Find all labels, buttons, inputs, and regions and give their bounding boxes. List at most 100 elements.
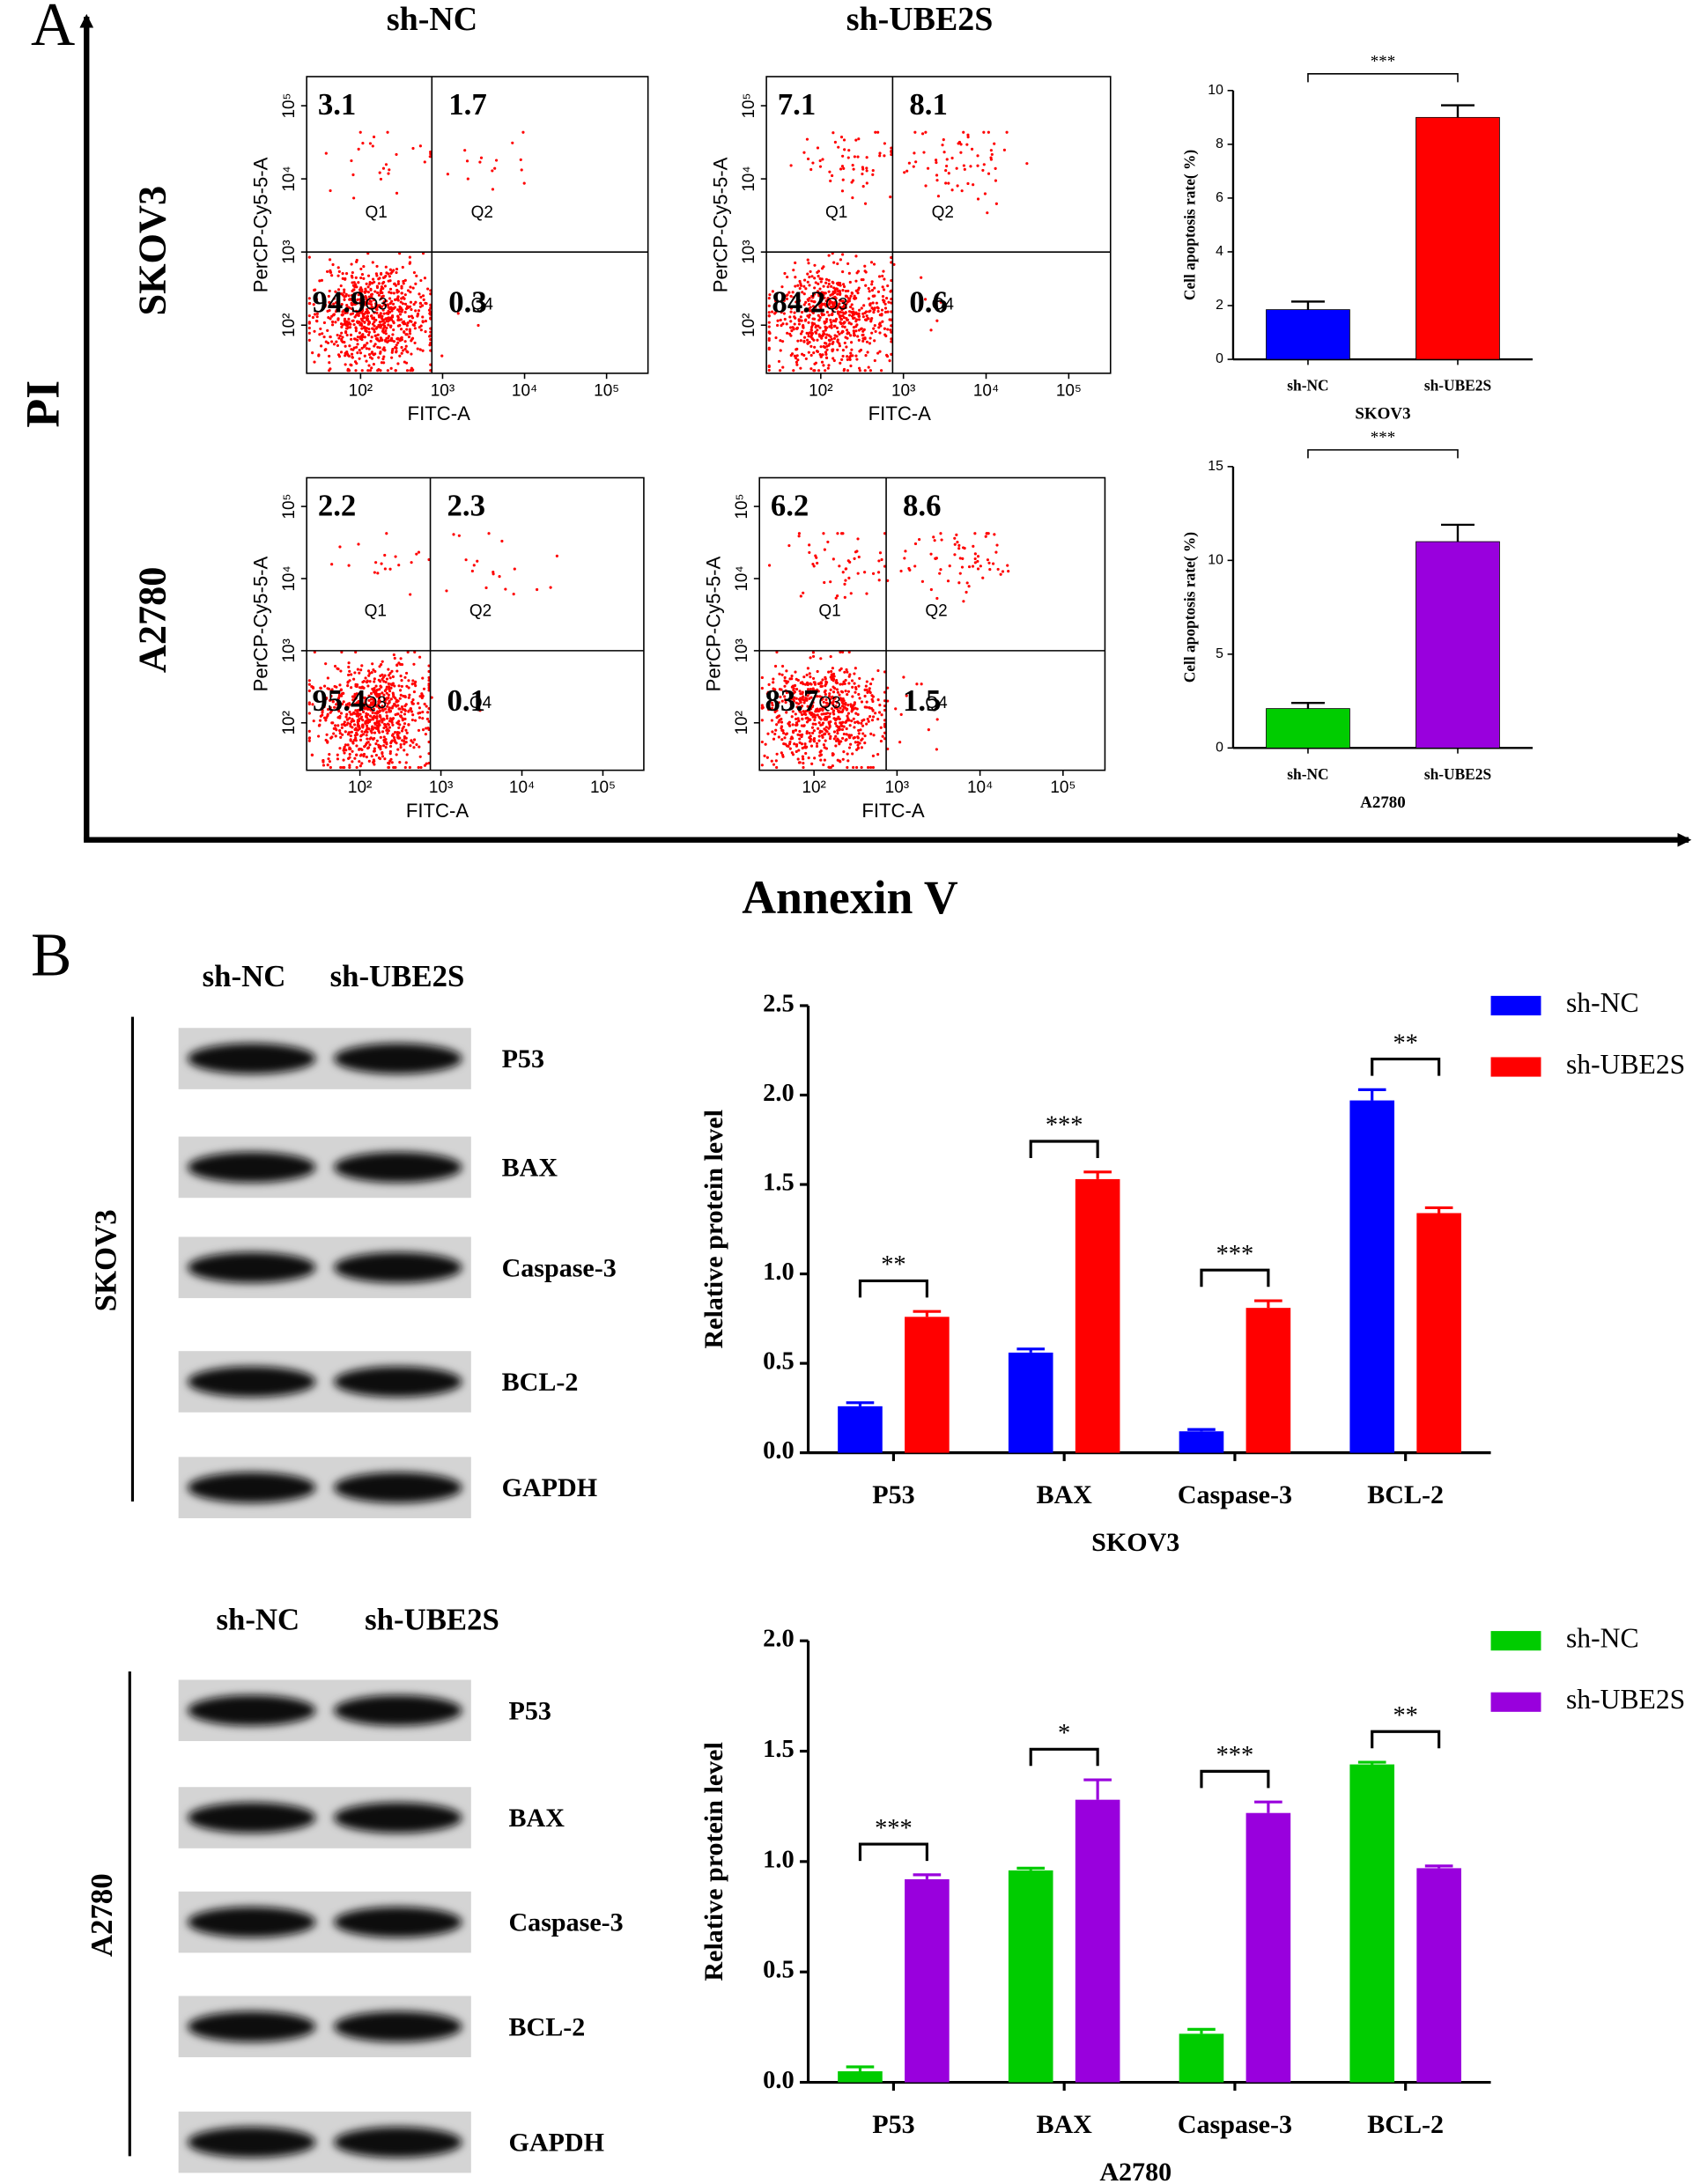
event-dot (807, 315, 810, 319)
event-dot (806, 681, 809, 684)
event-dot (418, 706, 422, 710)
event-dot (842, 312, 846, 315)
event-dot (817, 269, 820, 273)
event-dot (341, 765, 345, 770)
event-dot (421, 294, 425, 298)
event-dot (366, 291, 370, 294)
event-dot (395, 669, 399, 673)
event-dot (331, 320, 335, 324)
event-dot (831, 696, 834, 699)
event-dot (828, 302, 832, 306)
y-tick-label: 10³ (740, 240, 758, 263)
event-dot (832, 336, 837, 340)
event-dot (827, 727, 831, 730)
event-dot (846, 759, 850, 763)
event-dot (962, 600, 965, 603)
event-dot (781, 340, 785, 343)
event-dot (345, 333, 349, 337)
event-dot (330, 340, 334, 343)
event-dot (834, 297, 838, 300)
event-dot (348, 764, 351, 767)
quadrant-value: 7.1 (778, 87, 816, 122)
event-dot (328, 361, 331, 365)
event-dot (384, 304, 388, 307)
event-dot (820, 360, 824, 364)
event-dot (788, 315, 792, 319)
event-dot (837, 727, 840, 730)
event-dot (383, 701, 387, 705)
event-dot (397, 564, 401, 567)
quadrant-name: Q2 (932, 203, 954, 222)
event-dot (395, 721, 399, 725)
event-dot (853, 726, 856, 729)
quadrant-value: 1.5 (903, 683, 941, 718)
event-dot (780, 720, 784, 724)
event-dot (365, 724, 369, 727)
event-dot (842, 367, 846, 372)
event-dot (878, 321, 882, 325)
event-dot (411, 323, 415, 327)
event-dot (511, 141, 514, 144)
event-dot (424, 733, 427, 736)
event-dot (840, 308, 844, 312)
event-dot (367, 364, 371, 367)
error-bar (913, 1310, 942, 1317)
event-dot (380, 562, 383, 565)
event-dot (797, 749, 801, 752)
event-dot (314, 296, 317, 300)
event-dot (374, 334, 378, 337)
event-dot (871, 695, 875, 698)
event-dot (801, 291, 804, 294)
event-dot (846, 318, 850, 321)
event-dot (823, 548, 826, 551)
event-dot (816, 338, 819, 342)
event-dot (357, 314, 360, 317)
event-dot (783, 675, 787, 680)
event-dot (811, 731, 815, 734)
event-dot (411, 698, 415, 702)
event-dot (393, 702, 396, 706)
event-dot (329, 736, 333, 740)
event-dot (334, 724, 337, 727)
event-dot (779, 695, 782, 699)
event-dot (814, 722, 817, 726)
event-dot (795, 327, 799, 330)
event-dot (390, 706, 394, 710)
event-dot (847, 321, 851, 325)
event-dot (810, 323, 815, 327)
event-dot (382, 697, 386, 700)
event-dot (806, 307, 809, 311)
event-dot (839, 317, 843, 321)
event-dot (385, 728, 388, 732)
event-dot (824, 299, 828, 303)
event-dot (377, 729, 381, 733)
event-dot (364, 676, 367, 680)
event-dot (373, 311, 376, 314)
event-dot (322, 758, 325, 763)
event-dot (413, 650, 417, 654)
event-dot (339, 735, 343, 739)
event-dot (846, 704, 850, 707)
event-dot (827, 343, 831, 347)
plot-frame (765, 76, 1112, 374)
event-dot (858, 697, 861, 700)
event-dot (771, 704, 774, 707)
significance: *** (1216, 1742, 1254, 1769)
blot-band (334, 1366, 462, 1398)
event-dot (366, 307, 369, 312)
event-dot (828, 712, 832, 716)
x-tick-label: 10² (349, 381, 373, 400)
event-dot (368, 299, 372, 303)
event-dot (378, 171, 381, 174)
event-dot (377, 696, 381, 699)
event-dot (336, 274, 340, 277)
event-dot (883, 302, 887, 306)
event-dot (389, 742, 393, 745)
event-dot (811, 651, 815, 654)
event-dot (361, 302, 365, 306)
event-dot (796, 284, 800, 287)
event-dot (839, 314, 843, 318)
x-tick-label: 10³ (429, 778, 453, 797)
event-dot (463, 149, 467, 152)
event-dot (865, 722, 868, 726)
